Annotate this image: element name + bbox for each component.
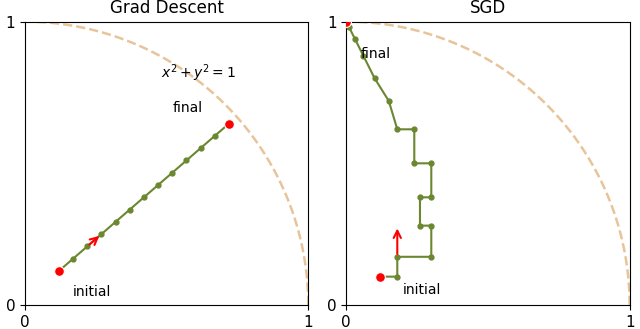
Text: initial: initial [73, 286, 111, 299]
Text: final: final [172, 101, 202, 115]
Text: initial: initial [403, 283, 442, 297]
Title: Grad Descent: Grad Descent [109, 0, 223, 17]
Title: SGD: SGD [470, 0, 506, 17]
Text: $x^2 + y^2 = 1$: $x^2 + y^2 = 1$ [161, 63, 236, 84]
Text: final: final [360, 47, 390, 62]
